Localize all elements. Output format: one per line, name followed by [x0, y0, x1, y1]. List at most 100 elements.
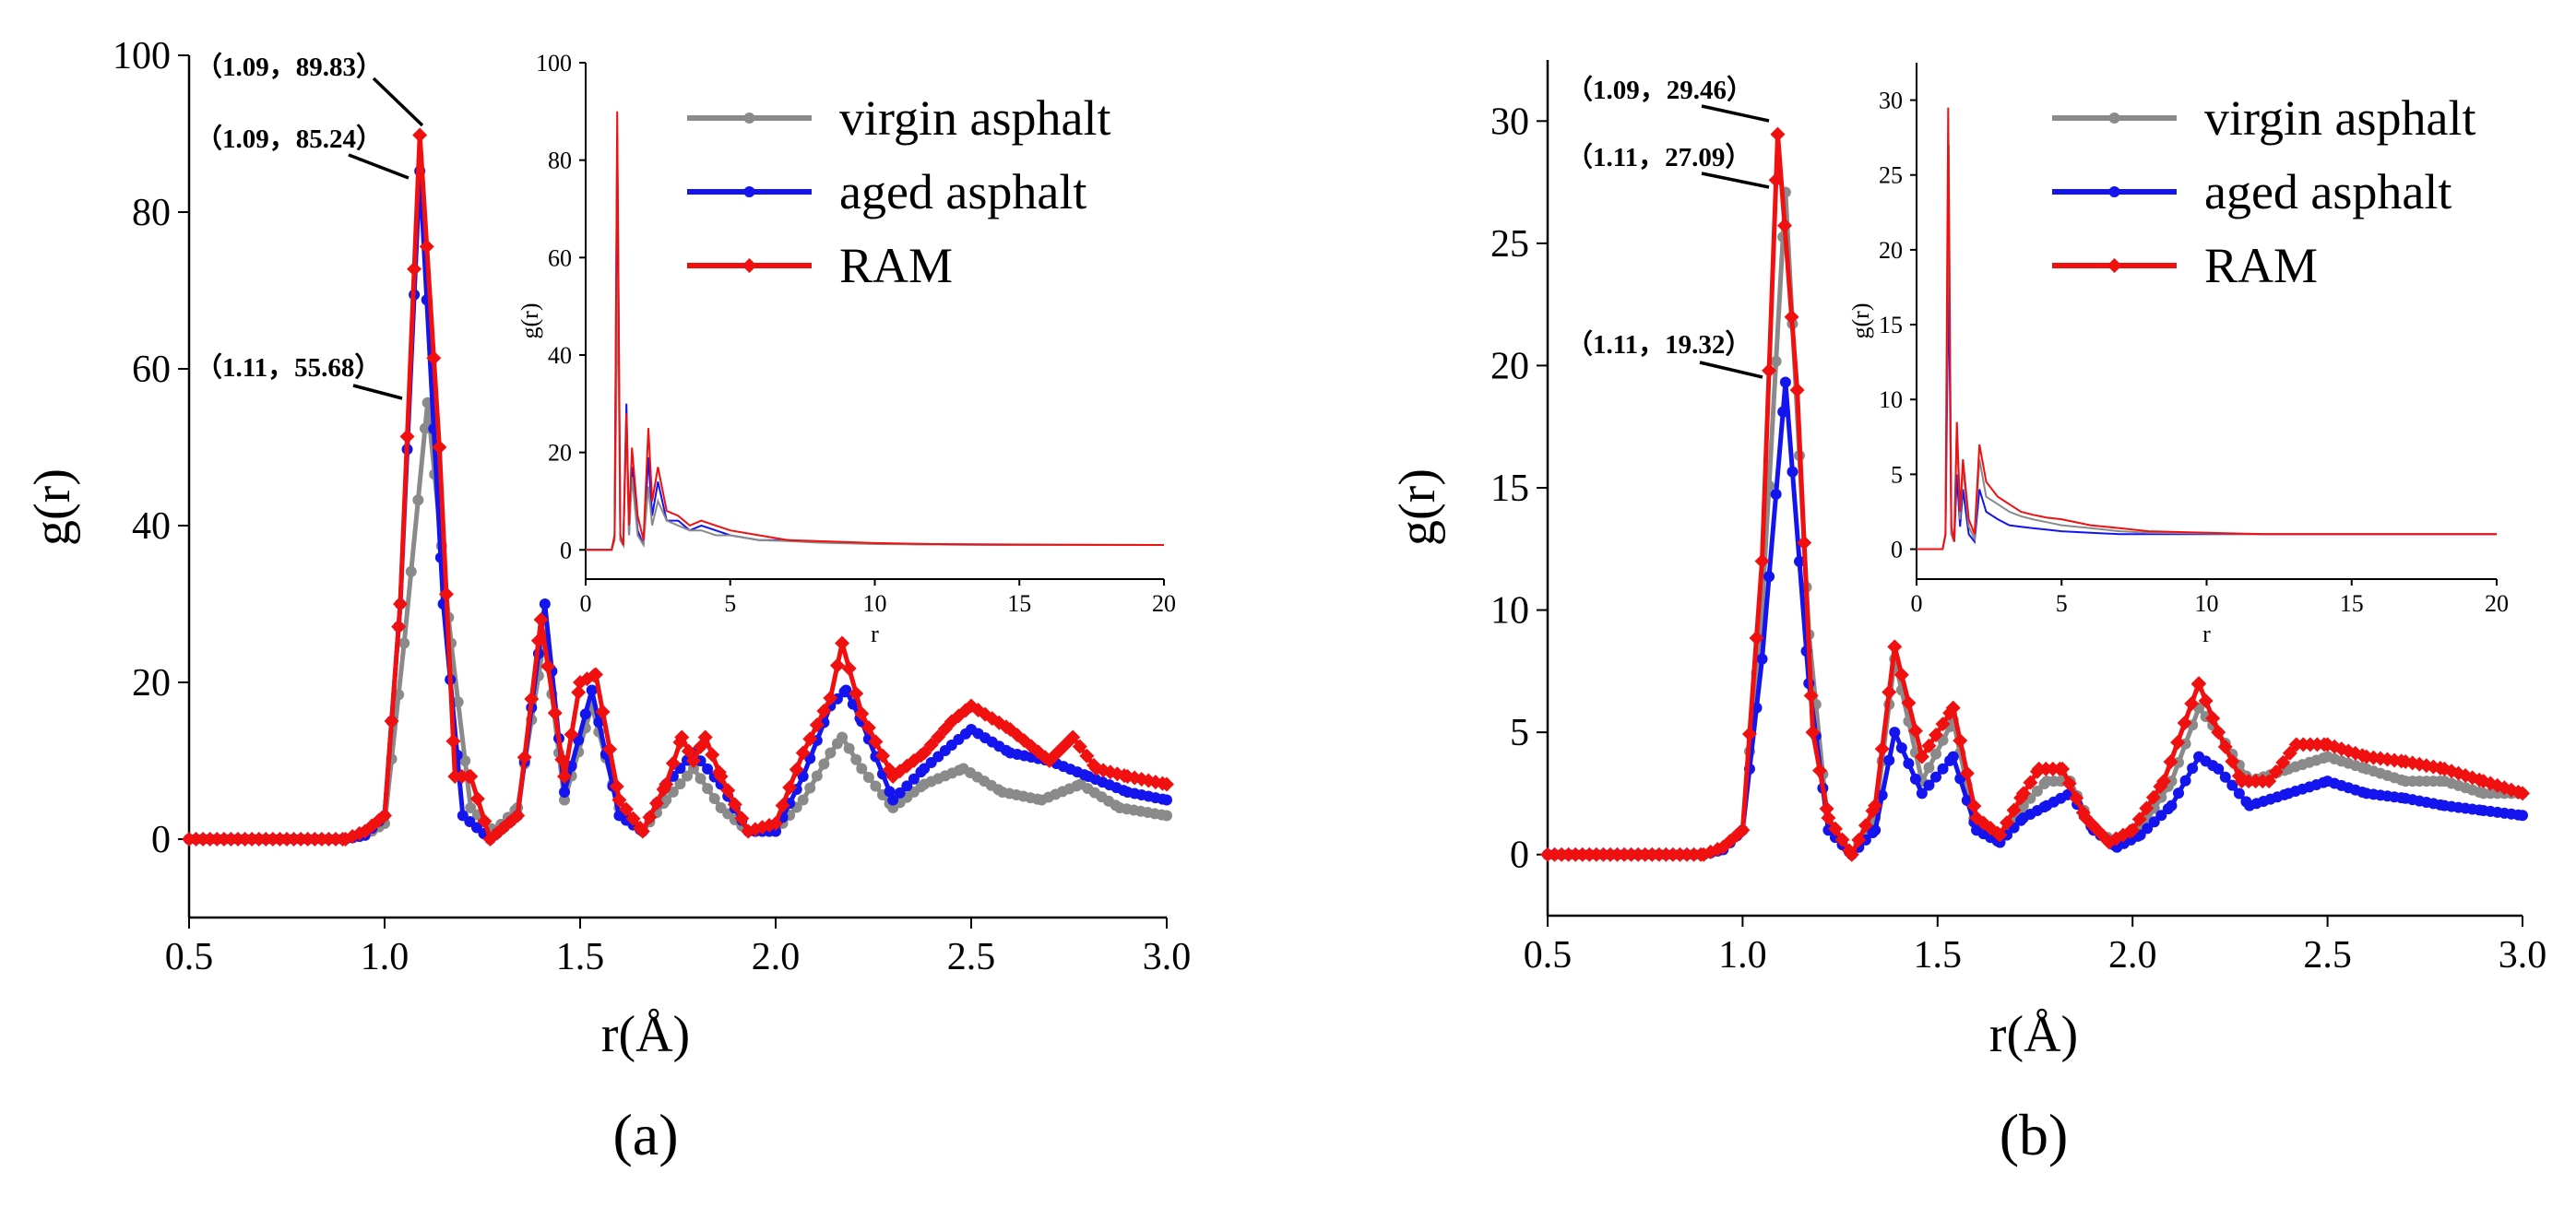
inset-y-axis-label: g(r) — [516, 303, 543, 339]
data-point — [384, 714, 399, 729]
legend-b: virgin asphalt aged asphalt RAM — [2052, 90, 2475, 293]
data-point — [1072, 739, 1087, 754]
y-tick-label: 30 — [1490, 101, 1529, 143]
data-point — [861, 720, 876, 736]
data-point — [2156, 774, 2172, 789]
peak-annotation: （1.09，29.46） — [1566, 75, 1753, 105]
data-point — [1947, 751, 1959, 763]
data-point — [1889, 727, 1901, 739]
data-point — [510, 808, 526, 823]
peak-annotation: （1.09，85.24） — [196, 124, 383, 154]
legend-entry-ram: RAM — [2052, 238, 2318, 293]
annotation-leader-line — [1701, 172, 1770, 189]
data-point — [1928, 727, 1943, 742]
data-point — [2205, 710, 2221, 726]
data-point — [452, 696, 464, 708]
y-tick-label: 5 — [1510, 712, 1529, 754]
inset-y-tick-label: 40 — [548, 342, 572, 369]
inset-y-tick-label: 60 — [548, 244, 572, 271]
y-axis-label-a: g(r) — [24, 468, 81, 546]
data-point — [2198, 693, 2214, 709]
data-point — [1945, 700, 1961, 716]
data-point — [419, 239, 434, 255]
data-point — [1870, 824, 1882, 836]
data-point — [611, 792, 627, 808]
inset-y-axis-label: g(r) — [1847, 303, 1874, 339]
data-point — [687, 763, 699, 775]
x-tick-label: 1.5 — [1914, 934, 1963, 977]
data-point — [816, 703, 832, 718]
data-point — [1812, 763, 1828, 778]
y-tick-label: 15 — [1490, 468, 1529, 510]
data-point — [659, 776, 674, 792]
data-point — [702, 783, 714, 795]
data-point — [2023, 775, 2038, 790]
data-point — [377, 808, 392, 823]
data-point — [1883, 754, 1895, 766]
data-point — [809, 717, 825, 733]
data-point — [1882, 684, 1897, 700]
data-point — [642, 810, 658, 825]
data-point — [1794, 555, 1806, 567]
x-tick-label: 2.0 — [752, 936, 801, 978]
data-point — [635, 823, 650, 839]
data-point — [694, 773, 706, 785]
inset-y-tick-label: 80 — [548, 148, 572, 174]
data-point — [2170, 735, 2186, 751]
inset-y-tick-label: 15 — [1879, 312, 1903, 338]
data-point — [811, 770, 823, 782]
y-tick-label: 40 — [132, 505, 171, 548]
data-point — [2125, 823, 2141, 838]
data-point — [1935, 717, 1951, 732]
data-point — [593, 717, 605, 728]
data-point — [2217, 739, 2233, 754]
data-point — [559, 794, 571, 806]
inset-plot-a: 0 5 10 15 20 0 20 40 60 80 100 r g(r) — [516, 50, 1176, 647]
data-point — [2173, 788, 2185, 799]
data-point — [1921, 738, 1937, 753]
data-point — [547, 705, 563, 721]
data-point — [1065, 729, 1081, 745]
legend-label: aged asphalt — [2204, 164, 2451, 219]
data-point — [1787, 466, 1798, 478]
data-point — [1851, 832, 1867, 847]
annotation-leader-line — [372, 77, 424, 127]
data-point — [1903, 757, 1915, 769]
data-point — [1992, 827, 2008, 843]
y-tick-label: 10 — [1490, 590, 1529, 633]
data-point — [564, 727, 579, 742]
data-point — [697, 729, 713, 745]
data-point — [1907, 723, 1923, 739]
inset-plot-b: 0 5 10 15 20 0 5 10 15 20 25 30 r g(r) — [1847, 63, 2509, 647]
data-point — [868, 734, 884, 750]
data-point — [797, 794, 809, 806]
inset-y-tick-label: 100 — [536, 50, 572, 77]
data-point — [595, 704, 611, 719]
y-tick-label: 0 — [1510, 835, 1529, 877]
inset-y-tick-label: 0 — [560, 537, 572, 563]
x-tick-label: 0.5 — [165, 936, 214, 978]
y-tick-label: 80 — [132, 192, 171, 234]
data-point — [2211, 725, 2226, 740]
data-point — [540, 658, 556, 674]
data-point — [837, 731, 849, 743]
data-point — [795, 745, 811, 761]
data-point — [438, 586, 454, 602]
data-point — [469, 791, 485, 807]
inset-series-ram — [586, 111, 1165, 551]
data-point — [1770, 126, 1786, 142]
annotations-b: （1.09，29.46） （1.11，27.09） （1.11，19.32） — [1566, 75, 1770, 379]
x-axis-label-b: r(Å) — [1989, 1006, 2078, 1063]
data-point — [856, 763, 868, 775]
legend-label: RAM — [839, 238, 953, 293]
legend-marker — [2108, 186, 2120, 197]
inset-series-aged-asphalt — [1917, 265, 2497, 551]
data-point — [1953, 733, 1968, 749]
data-point — [2131, 811, 2147, 827]
data-point — [1893, 667, 1909, 682]
data-point — [849, 686, 864, 702]
data-point — [908, 773, 920, 785]
data-point — [1770, 488, 1782, 500]
data-point — [705, 747, 720, 763]
data-point — [391, 619, 407, 634]
